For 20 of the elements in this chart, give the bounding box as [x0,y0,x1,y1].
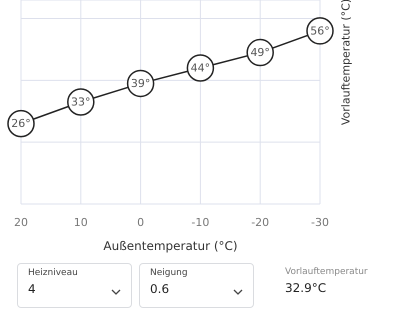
text: 4 [28,282,37,296]
text: 32.9°C [285,281,328,295]
text: 0.6 [150,282,170,296]
data-label: 44° [190,62,210,74]
data-label: 33° [71,96,91,108]
x-tick-label: 10 [74,216,88,229]
data-label: 49° [250,46,270,60]
text: Heizniveau [28,268,79,278]
x-tick-label: 20 [14,216,28,229]
text: Vorlauftemperatur [285,267,369,277]
x-tick-label: 0 [137,216,144,229]
x-axis-title: Außentemperatur (°C) [103,239,238,253]
text: Neigung [150,268,189,278]
x-tick-label: -20 [251,216,270,229]
y-axis-title: Vorlauftemperatur (°C) [340,0,352,126]
x-tick-label: -30 [311,216,329,229]
data-label: 39° [130,76,150,90]
data-label: 26° [11,117,31,130]
x-tick-label: -10 [191,216,210,229]
data-label: 56° [310,24,330,38]
